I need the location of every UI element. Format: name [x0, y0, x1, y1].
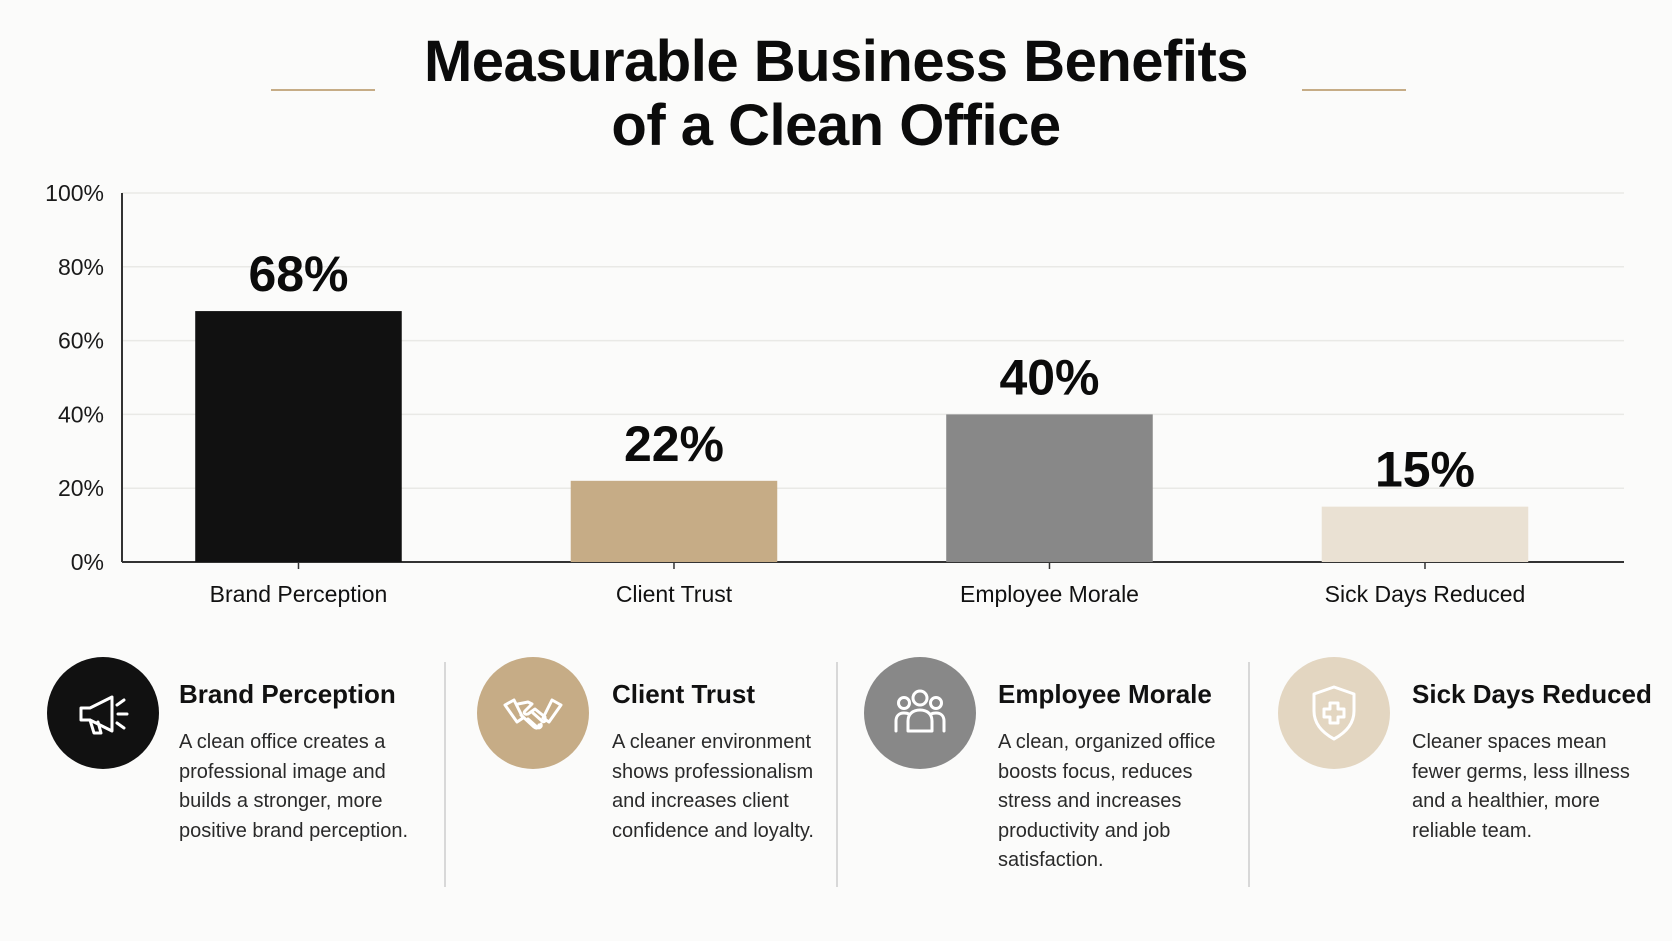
bar-client-trust [570, 480, 778, 562]
x-category-label: Client Trust [616, 581, 733, 607]
y-tick-label: 20% [58, 475, 104, 501]
title-decoration-right [1302, 89, 1406, 91]
benefit-card-sick-days-reduced: Sick Days Reduced Cleaner spaces mean fe… [1278, 655, 1663, 895]
card-title: Employee Morale [998, 679, 1212, 709]
bar-chart: 0% 20% 40% 60% 80% 100% 68% Brand Perception 22%… [45, 180, 1624, 607]
card-divider [836, 662, 838, 887]
handshake-icon [477, 657, 589, 769]
benefit-card-employee-morale: Employee Morale A clean, organized offic… [864, 655, 1244, 895]
y-tick-label: 0% [71, 549, 104, 575]
health-shield-icon [1278, 657, 1390, 769]
bar-value-label: 68% [248, 246, 348, 302]
team-icon [864, 657, 976, 769]
x-category-label: Sick Days Reduced [1325, 581, 1526, 607]
y-tick-label: 60% [58, 328, 104, 354]
y-tick-label: 100% [45, 180, 104, 206]
chart-title-line-1: Measurable Business Benefits [423, 29, 1249, 94]
card-title: Client Trust [612, 679, 756, 709]
card-divider [444, 662, 446, 887]
x-category-label: Employee Morale [960, 581, 1139, 607]
card-title: Sick Days Reduced [1412, 679, 1652, 709]
card-description: A clean office creates a professional im… [179, 731, 409, 842]
y-tick-label: 40% [58, 401, 104, 427]
benefit-cards: Brand Perception A clean office creates … [0, 655, 1672, 895]
bar-employee-morale [946, 414, 1153, 562]
y-tick-label: 80% [58, 254, 104, 280]
x-category-label: Brand Perception [210, 581, 388, 607]
card-divider [1248, 662, 1250, 887]
card-description: A clean, organized office boosts focus, … [998, 731, 1216, 871]
megaphone-icon [47, 657, 159, 769]
bar-value-label: 40% [999, 349, 1099, 405]
title-decoration-left [271, 89, 375, 91]
benefit-card-client-trust: Client Trust A cleaner environment shows… [477, 655, 837, 895]
bar-value-label: 15% [1375, 442, 1475, 498]
benefit-card-brand-perception: Brand Perception A clean office creates … [47, 655, 427, 895]
bar-value-label: 22% [624, 416, 724, 472]
card-title: Brand Perception [179, 679, 396, 709]
bar-sick-days-reduced [1321, 506, 1529, 562]
card-description: A cleaner environment shows professional… [612, 731, 814, 842]
card-description: Cleaner spaces mean fewer germs, less il… [1412, 731, 1630, 842]
bar-brand-perception [195, 311, 402, 562]
chart-title-line-2: of a Clean Office [611, 93, 1061, 158]
chart-title: Measurable Business Benefits of a Clean … [0, 30, 1672, 158]
